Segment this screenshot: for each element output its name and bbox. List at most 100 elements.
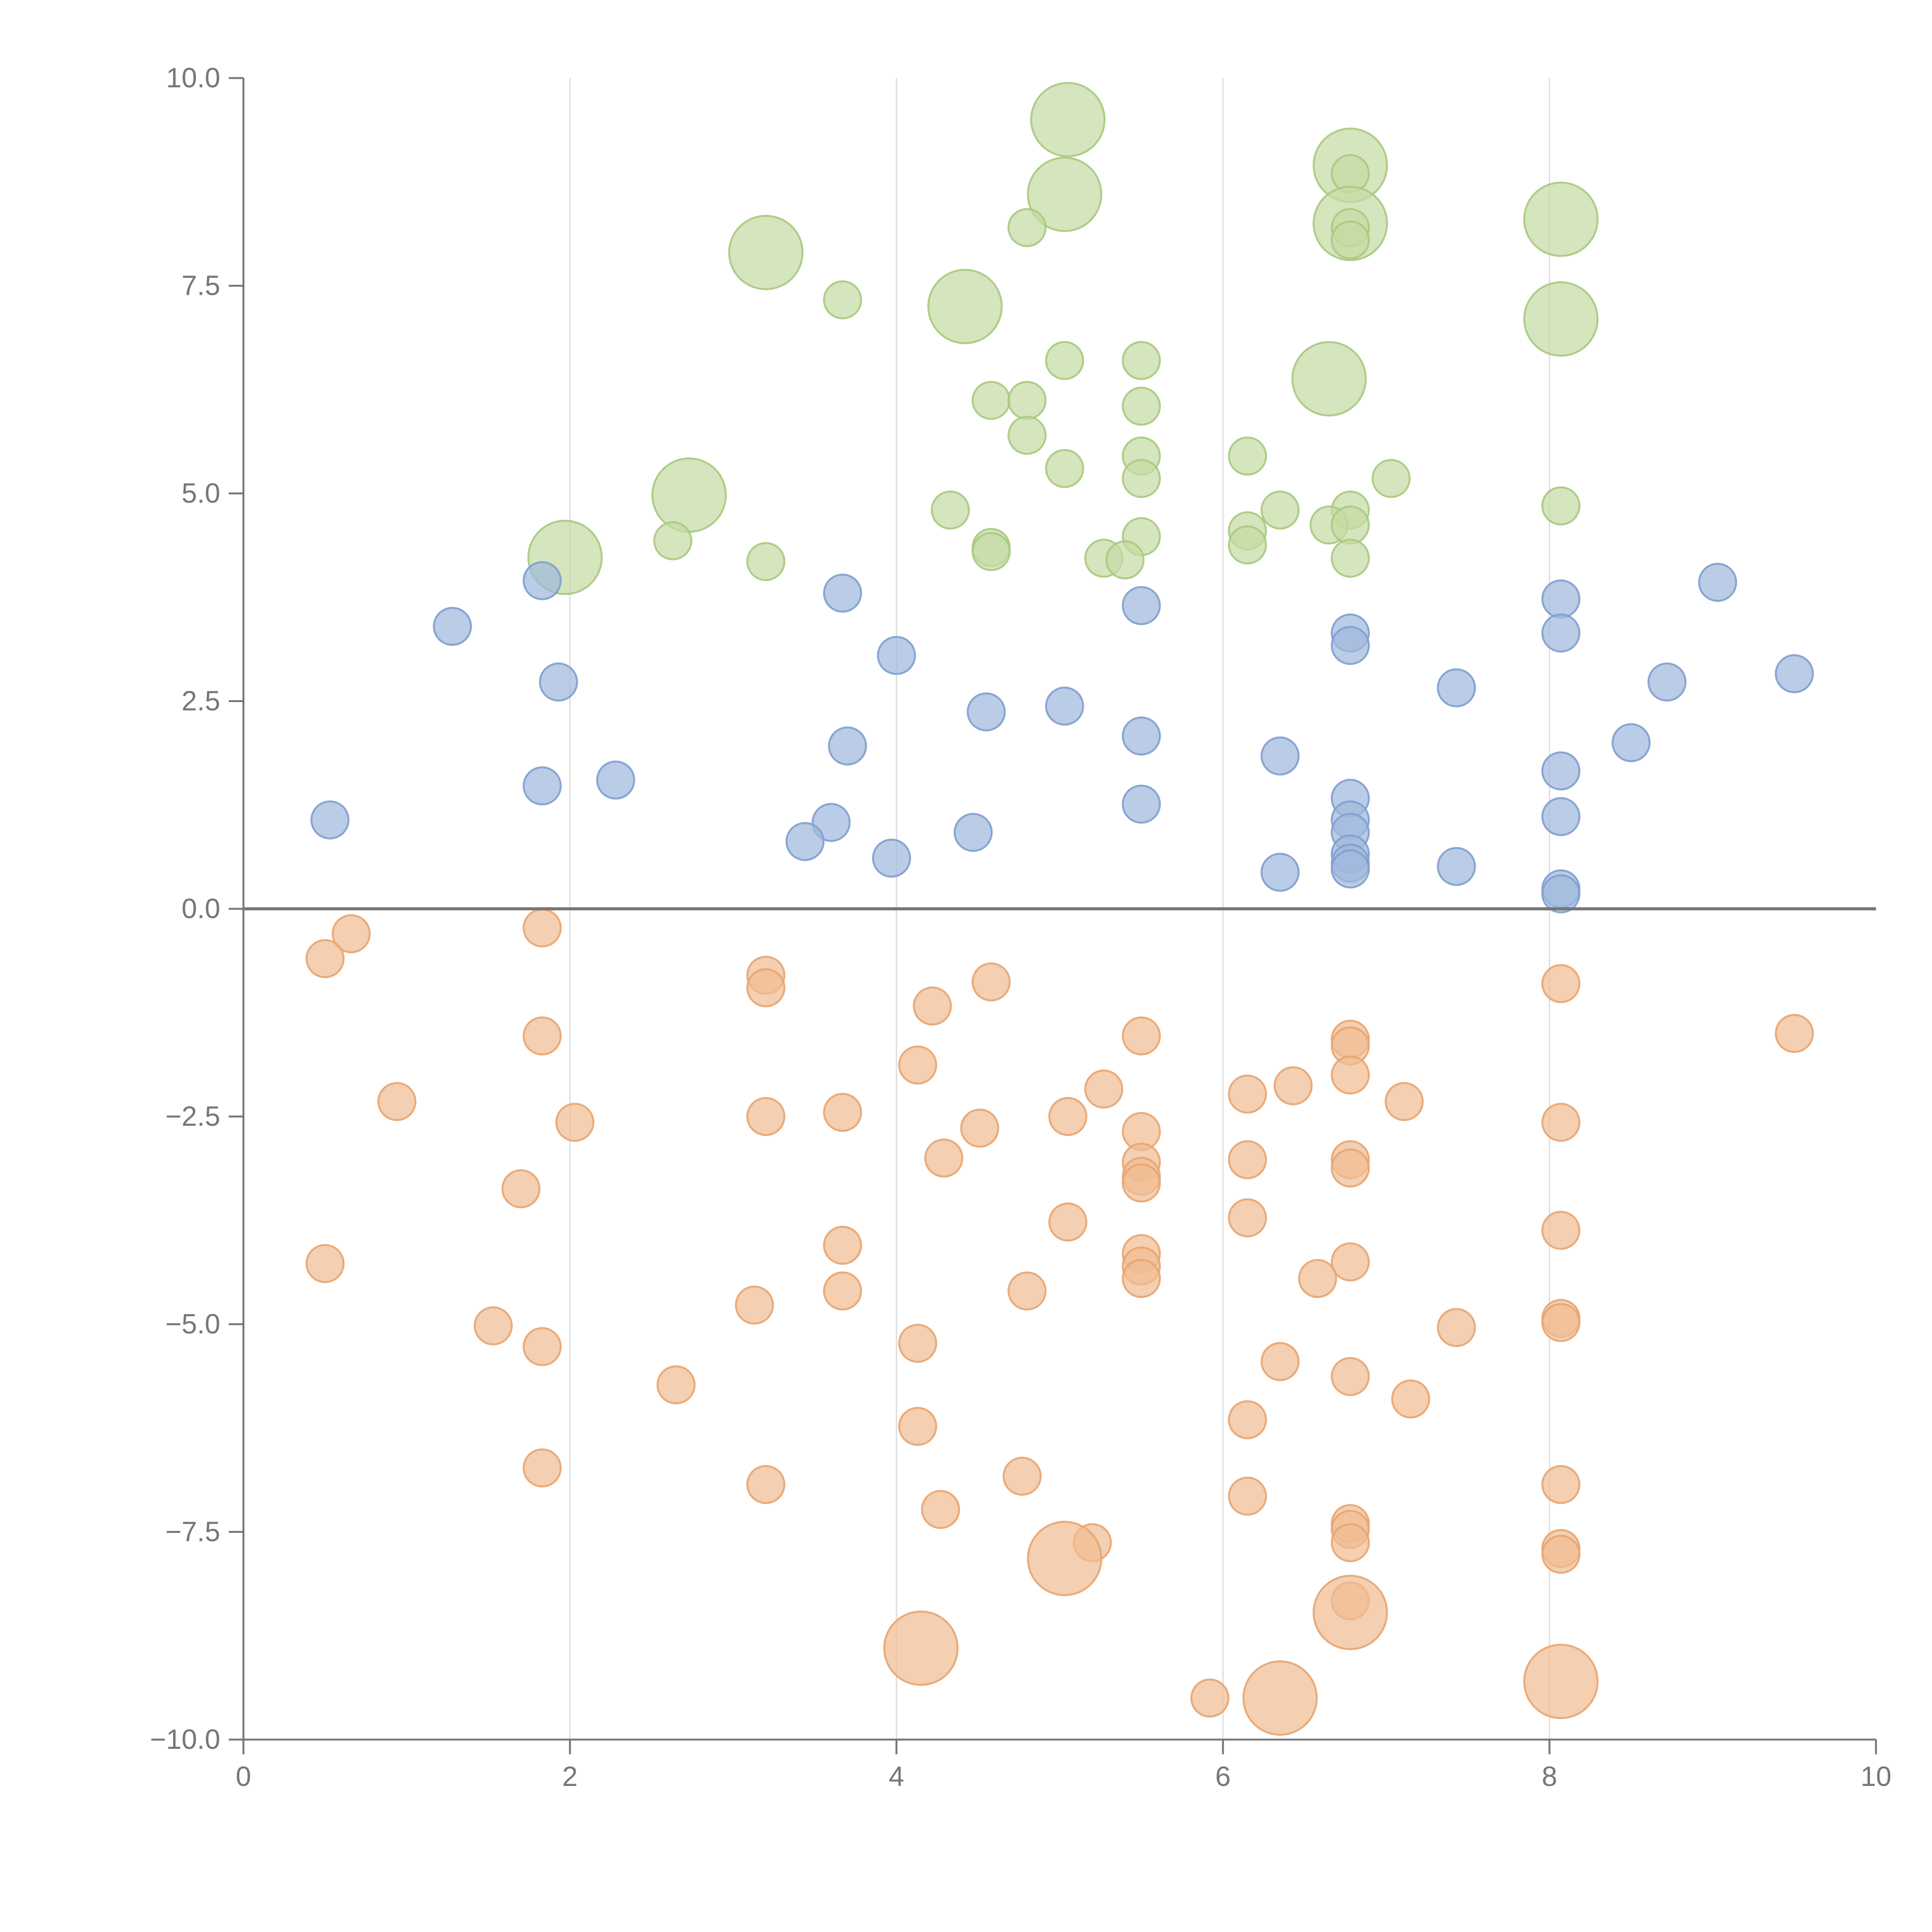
bubble-green-0 bbox=[1030, 82, 1106, 157]
x-tick-label-4: 8 bbox=[1542, 1761, 1557, 1792]
bubble-orange-5 bbox=[971, 962, 1011, 1002]
bubble-orange-23 bbox=[555, 1103, 595, 1142]
bubble-green-22 bbox=[1045, 449, 1084, 488]
bubble-orange-47 bbox=[735, 1286, 774, 1325]
bubble-green-18 bbox=[1122, 386, 1161, 426]
bubble-orange-50 bbox=[473, 1306, 513, 1345]
bubble-orange-54 bbox=[1260, 1342, 1300, 1381]
bubble-orange-13 bbox=[898, 1045, 937, 1085]
bubble-orange-28 bbox=[1228, 1140, 1267, 1179]
bubble-blue-37 bbox=[1260, 852, 1300, 892]
bubble-orange-25 bbox=[960, 1109, 999, 1148]
bubble-blue-11 bbox=[539, 662, 578, 702]
bubble-orange-21 bbox=[746, 1097, 786, 1136]
bubble-blue-29 bbox=[954, 813, 993, 852]
bubble-orange-4 bbox=[746, 968, 786, 1007]
x-tick-label-5: 10 bbox=[1861, 1761, 1891, 1792]
bubble-green-40 bbox=[1105, 540, 1145, 580]
y-tick-label-6: −5.0 bbox=[165, 1309, 220, 1340]
bubble-green-31 bbox=[1331, 505, 1370, 545]
bubble-green-17 bbox=[1007, 381, 1047, 420]
bubble-blue-2 bbox=[823, 573, 862, 613]
bubble-blue-39 bbox=[1541, 874, 1581, 913]
y-tick-label-7: −7.5 bbox=[165, 1517, 220, 1548]
bubble-blue-3 bbox=[1541, 579, 1581, 619]
bubble-orange-38 bbox=[823, 1226, 862, 1265]
bubble-orange-42 bbox=[305, 1244, 345, 1283]
bubble-green-3 bbox=[1027, 156, 1102, 232]
bubble-orange-59 bbox=[898, 1406, 937, 1446]
bubble-blue-24 bbox=[1122, 784, 1161, 824]
bubble-orange-64 bbox=[1228, 1476, 1267, 1516]
bubble-blue-5 bbox=[433, 607, 472, 646]
bubble-orange-58 bbox=[1228, 1400, 1267, 1439]
y-tick-label-2: 5.0 bbox=[182, 478, 220, 509]
bubble-green-24 bbox=[1371, 459, 1411, 498]
bubble-orange-9 bbox=[522, 1016, 562, 1056]
y-tick-label-3: 2.5 bbox=[182, 686, 220, 717]
bubble-orange-60 bbox=[522, 1448, 562, 1488]
bubble-orange-18 bbox=[377, 1082, 417, 1121]
bubble-blue-1 bbox=[1698, 563, 1737, 602]
bubble-orange-0 bbox=[522, 908, 562, 947]
bubble-orange-74 bbox=[1313, 1575, 1388, 1650]
y-tick-label-5: −2.5 bbox=[165, 1101, 220, 1132]
bubble-blue-12 bbox=[1647, 662, 1687, 702]
bubble-orange-69 bbox=[1331, 1523, 1370, 1562]
bubble-blue-15 bbox=[966, 692, 1006, 731]
bubble-green-6 bbox=[1007, 208, 1047, 247]
bubble-orange-16 bbox=[1084, 1070, 1124, 1109]
bubble-orange-24 bbox=[1541, 1103, 1581, 1142]
bubble-orange-78 bbox=[1242, 1660, 1318, 1736]
y-tick-label-0: 10.0 bbox=[166, 63, 220, 94]
bubble-blue-18 bbox=[828, 726, 867, 766]
bubble-orange-56 bbox=[656, 1365, 696, 1405]
bubble-orange-8 bbox=[1775, 1014, 1814, 1053]
bubble-orange-53 bbox=[522, 1327, 562, 1366]
bubble-orange-62 bbox=[746, 1465, 786, 1504]
bubble-blue-22 bbox=[522, 766, 562, 806]
y-tick-label-1: 7.5 bbox=[182, 270, 220, 301]
bubble-orange-35 bbox=[1228, 1198, 1267, 1238]
bubble-blue-20 bbox=[1541, 751, 1581, 791]
bubble-green-35 bbox=[1228, 525, 1267, 565]
bubble-blue-16 bbox=[1122, 716, 1161, 756]
bubble-blue-19 bbox=[1260, 736, 1300, 776]
bubble-green-9 bbox=[728, 215, 804, 290]
y-tick-label-4: 0.0 bbox=[182, 893, 220, 924]
bubble-orange-52 bbox=[898, 1323, 937, 1363]
bubble-blue-4 bbox=[1122, 586, 1161, 625]
bubble-green-26 bbox=[1541, 486, 1581, 526]
bubble-orange-20 bbox=[823, 1093, 862, 1132]
bubble-orange-27 bbox=[924, 1138, 964, 1178]
bubble-orange-43 bbox=[1298, 1259, 1337, 1298]
bubble-layer bbox=[305, 82, 1814, 1736]
bubble-orange-72 bbox=[1027, 1520, 1102, 1596]
bubble-green-41 bbox=[1331, 539, 1370, 578]
bubble-green-15 bbox=[1291, 341, 1367, 417]
x-tick-label-2: 4 bbox=[889, 1761, 904, 1792]
bubble-orange-15 bbox=[1274, 1066, 1313, 1105]
x-tick-label-1: 2 bbox=[562, 1761, 578, 1792]
bubble-orange-77 bbox=[1190, 1679, 1230, 1718]
bubble-orange-71 bbox=[1541, 1535, 1581, 1574]
bubble-blue-25 bbox=[1541, 797, 1581, 836]
bubble-blue-8 bbox=[1331, 626, 1370, 665]
bubble-green-14 bbox=[1122, 341, 1161, 380]
bubble-green-23 bbox=[1122, 459, 1161, 498]
bubble-orange-34 bbox=[501, 1169, 541, 1209]
bubble-orange-46 bbox=[1007, 1271, 1047, 1311]
y-tick-label-8: −10.0 bbox=[150, 1724, 220, 1755]
bubble-orange-75 bbox=[883, 1611, 959, 1686]
bubble-orange-65 bbox=[921, 1490, 960, 1529]
bubble-orange-17 bbox=[1228, 1074, 1267, 1114]
bubble-orange-7 bbox=[913, 986, 952, 1026]
bubble-orange-31 bbox=[1331, 1148, 1370, 1188]
bubble-orange-2 bbox=[305, 939, 345, 978]
x-tick-label-3: 6 bbox=[1215, 1761, 1231, 1792]
bubble-orange-51 bbox=[1437, 1308, 1476, 1347]
bubble-green-11 bbox=[927, 269, 1003, 344]
bubble-orange-6 bbox=[1541, 964, 1581, 1003]
bubble-blue-14 bbox=[1045, 686, 1084, 726]
